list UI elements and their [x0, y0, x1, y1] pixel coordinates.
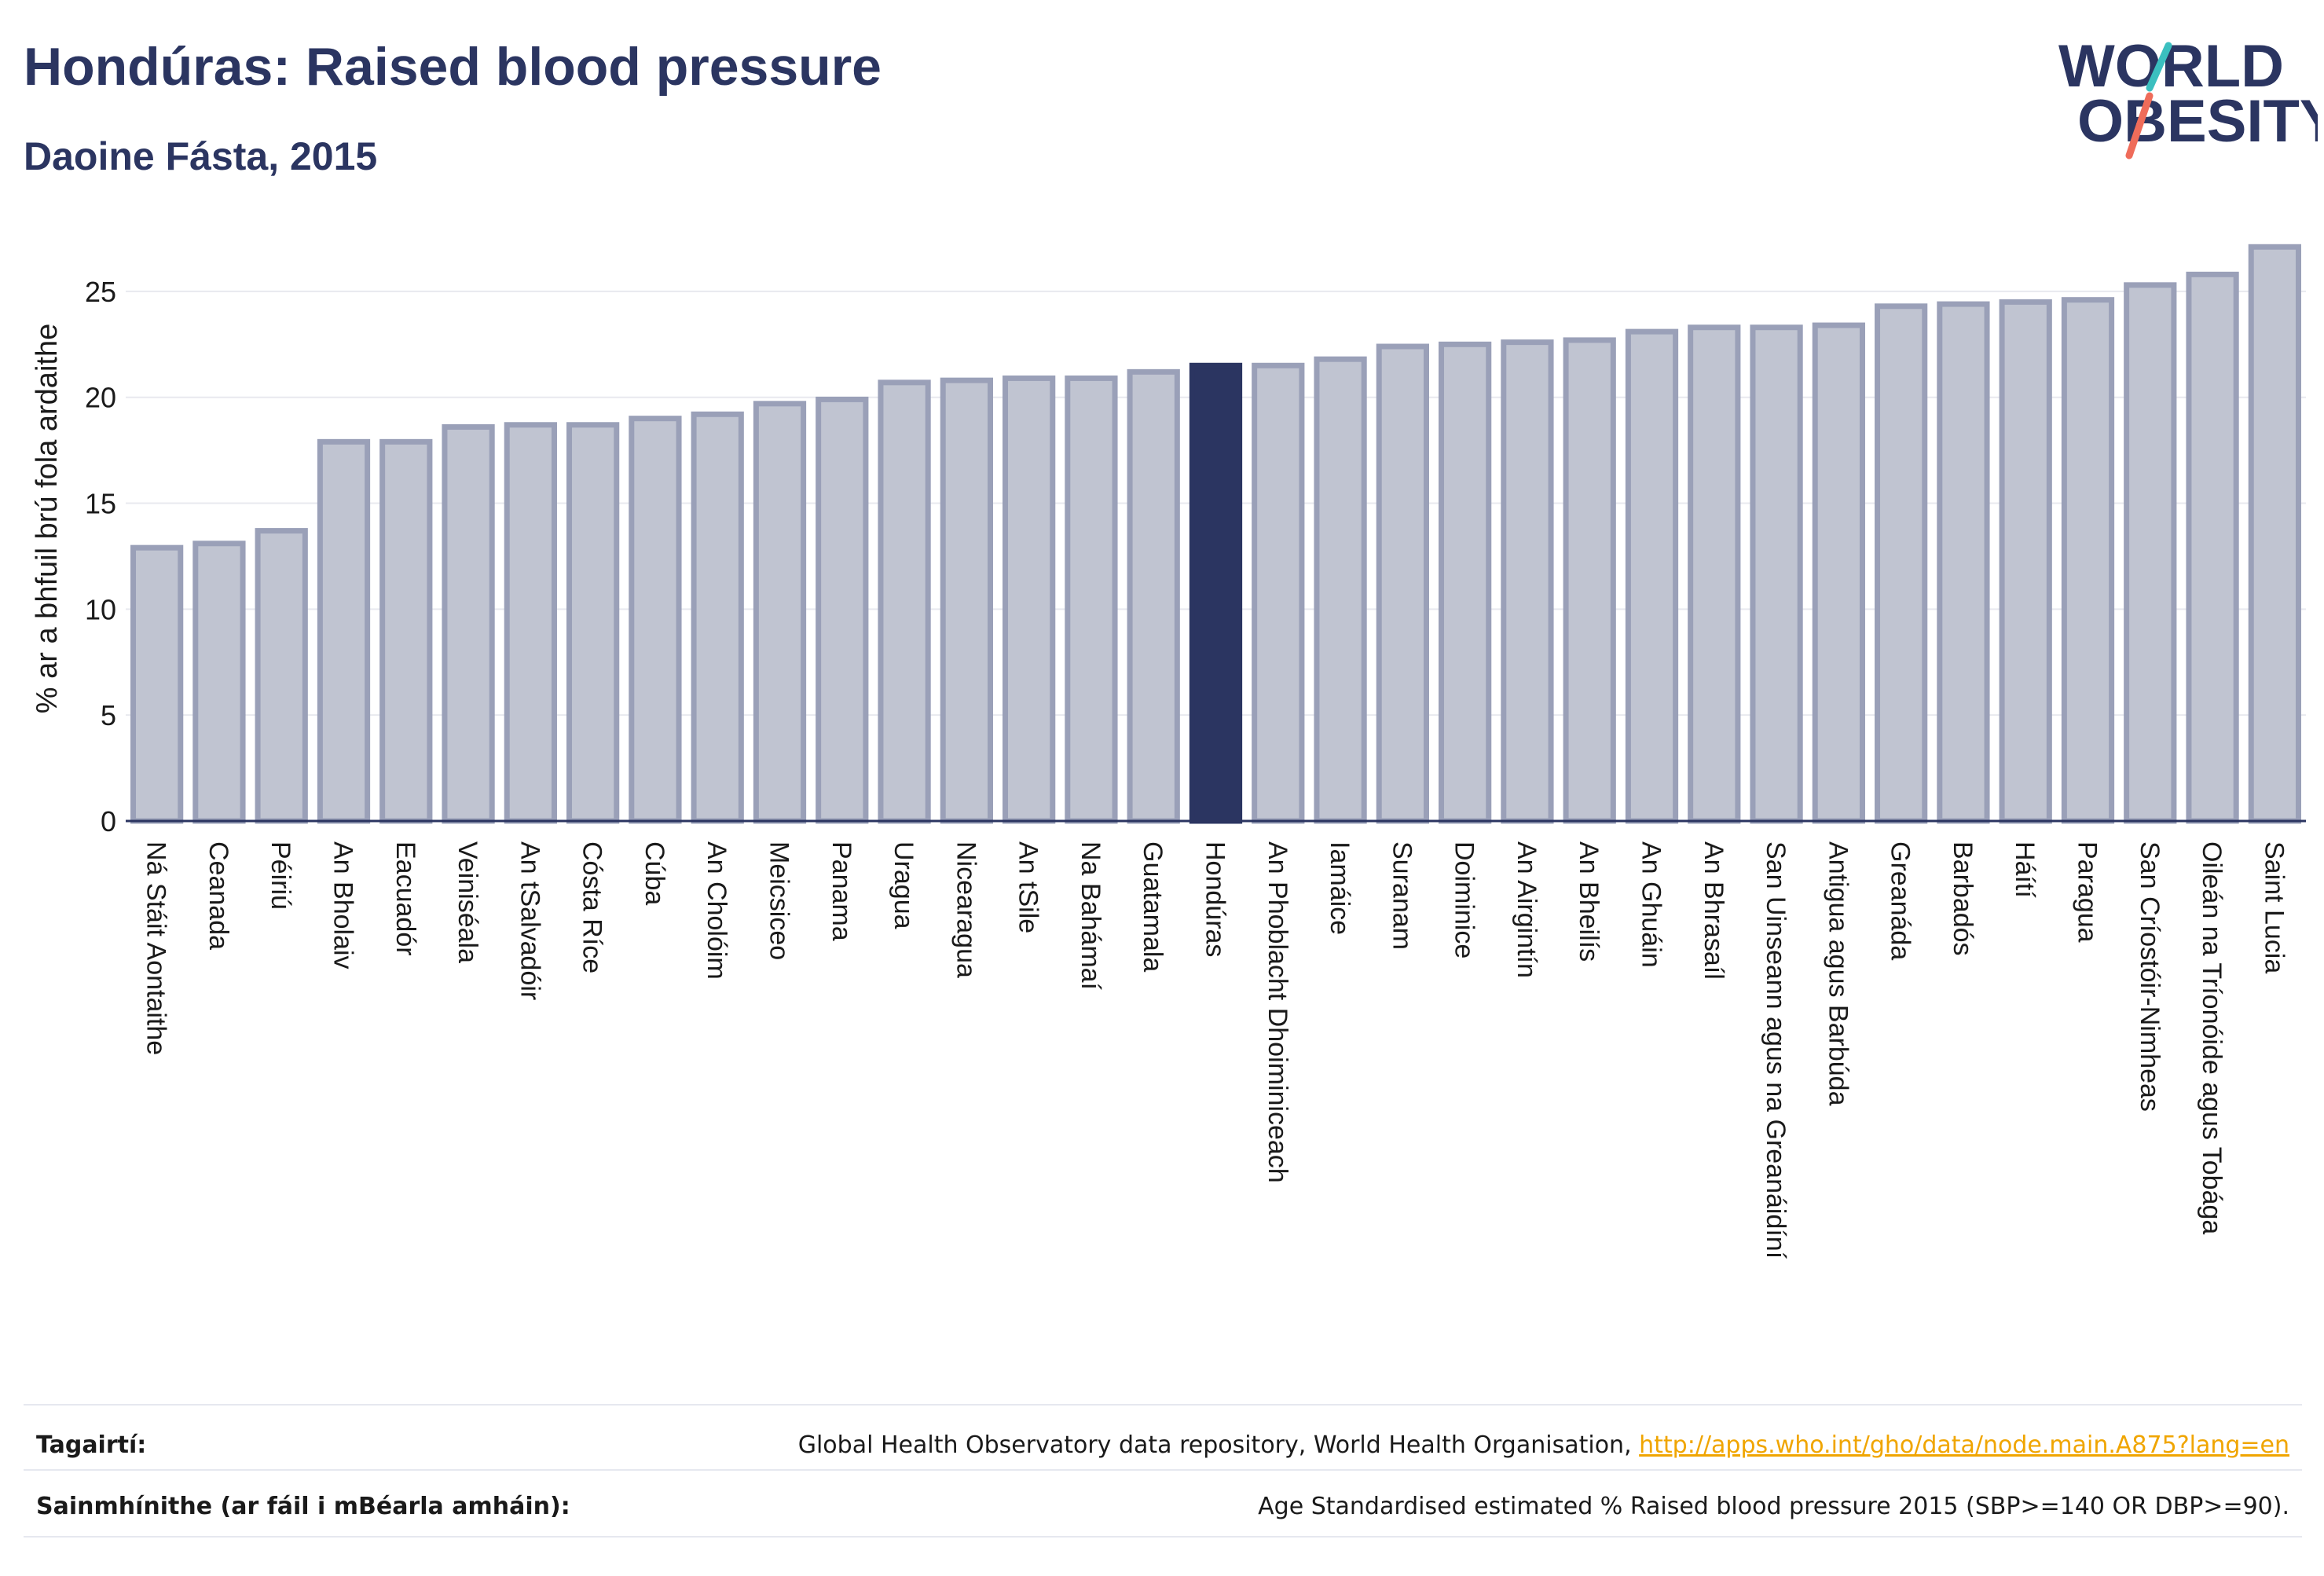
divider-top	[24, 1404, 2302, 1406]
bars	[130, 244, 2301, 824]
x-tick-label: Na Bahámaí	[1076, 841, 1105, 991]
logo-slash-coral	[2125, 92, 2154, 159]
bar	[753, 401, 807, 824]
x-tick-label: Veiniséala	[453, 841, 482, 963]
x-tick-label: Ceanada	[203, 841, 233, 950]
world-obesity-logo: WORLD OBESITY	[2058, 33, 2318, 159]
bar	[1563, 337, 1616, 824]
bar	[816, 396, 869, 824]
references-label: Tagairtí:	[36, 1431, 147, 1459]
bar	[1376, 343, 1429, 824]
bar	[442, 423, 495, 824]
logo-slash-teal	[2146, 42, 2172, 92]
bar	[1065, 375, 1118, 824]
x-tick-label: An Phoblacht Dhoiminiceach	[1263, 841, 1292, 1183]
bar	[1127, 368, 1180, 824]
bar	[2186, 271, 2239, 824]
x-tick-label: Saint Lucia	[2259, 841, 2289, 973]
y-tick-label: 10	[85, 593, 116, 625]
bar	[1439, 341, 1492, 824]
page-title: Hondúras: Raised blood pressure	[24, 37, 882, 97]
bar	[1189, 362, 1243, 824]
x-tick-label: An Bholaiv	[328, 841, 358, 969]
x-tick-label: Greanáda	[1886, 841, 1915, 960]
bar	[878, 379, 931, 824]
bar	[1252, 362, 1305, 824]
bar	[1625, 328, 1679, 824]
bar	[2248, 244, 2301, 824]
bar	[255, 528, 308, 824]
x-tick-label: Doiminice	[1450, 841, 1479, 958]
x-tick-label: An Bheilís	[1574, 841, 1604, 962]
bar	[1999, 299, 2052, 824]
bar-chart: 0 5 10 15 20 25 Ná Stáit Aontaithe Ceanada Péiri…	[31, 244, 2306, 1259]
bar	[1501, 339, 1554, 824]
bar	[379, 438, 433, 824]
divider-middle	[24, 1469, 2302, 1471]
y-tick-label: 25	[85, 276, 116, 308]
x-tick-label: Nicearagua	[951, 841, 981, 978]
tick-labels: 0 5 10 15 20 25 Ná Stáit Aontaithe Ceanada Péiri…	[85, 276, 2289, 1259]
bar	[629, 416, 682, 824]
y-tick-label: 15	[85, 488, 116, 520]
x-tick-label: Suranam	[1387, 841, 1417, 950]
logo-line2: OBESITY	[2077, 88, 2318, 155]
bar	[1750, 324, 1803, 824]
references-value: Global Health Observatory data repositor…	[798, 1431, 2302, 1459]
y-axis-label: % ar a bhfuil brú fola ardaithe	[31, 324, 64, 713]
references-link[interactable]: http://apps.who.int/gho/data/node.main.A…	[1639, 1431, 2289, 1459]
x-tick-label: Háítí	[2010, 841, 2040, 898]
x-tick-label: An Airgintín	[1512, 841, 1541, 978]
bar	[566, 422, 620, 824]
x-tick-label: Barbadós	[1948, 841, 1978, 956]
definitions-label: Sainmhínithe (ar fáil i mBéarla amháin):	[36, 1492, 570, 1520]
y-tick-label: 0	[101, 805, 116, 837]
x-tick-label: Hondúras	[1200, 841, 1230, 957]
x-tick-label: Meicsiceo	[764, 841, 794, 960]
bar	[2061, 297, 2115, 824]
x-tick-label: Péiriú	[266, 841, 295, 910]
x-tick-label: San Críostóir-Nimheas	[2135, 841, 2165, 1112]
bar	[940, 377, 993, 824]
x-tick-label: Iamáice	[1325, 841, 1354, 935]
page-subtitle: Daoine Fásta, 2015	[24, 134, 378, 178]
x-tick-label: Paragua	[2073, 841, 2102, 943]
x-tick-label: Cúba	[640, 841, 669, 905]
bar	[1812, 322, 1865, 824]
x-tick-label: Cósta Ríce	[577, 841, 607, 973]
bar	[2124, 282, 2177, 824]
y-tick-label: 5	[101, 699, 116, 731]
x-tick-label: Guatamala	[1138, 841, 1167, 972]
x-tick-label: San Uinseann agus na Greanáidíní	[1761, 841, 1791, 1259]
bar	[130, 544, 184, 824]
bar	[192, 541, 246, 824]
x-tick-label: Ná Stáit Aontaithe	[141, 841, 171, 1055]
bar	[1937, 301, 1990, 824]
x-tick-label: Antigua agus Barbúda	[1823, 841, 1853, 1106]
bar	[317, 438, 371, 824]
bar	[1688, 324, 1741, 824]
x-tick-label: Oileán na Tríonóide agus Tobága	[2197, 841, 2227, 1234]
x-tick-label: An Ghuáin	[1637, 841, 1666, 968]
references-row: Tagairtí: Global Health Observatory data…	[24, 1414, 2302, 1475]
bar	[504, 422, 557, 824]
bar	[691, 411, 744, 824]
x-tick-label: An Bhrasaíl	[1699, 841, 1728, 980]
x-tick-label: Panama	[827, 841, 856, 941]
divider-bottom	[24, 1536, 2302, 1538]
x-tick-label: An Cholóim	[702, 841, 731, 980]
references-text: Global Health Observatory data repositor…	[797, 1431, 1640, 1459]
x-tick-label: Eacuadór	[390, 841, 420, 956]
x-tick-label: An tSile	[1014, 841, 1043, 933]
y-tick-label: 20	[85, 382, 116, 414]
bar	[1875, 303, 1928, 824]
x-tick-label: An tSalvadóir	[515, 841, 544, 1000]
bar	[1003, 375, 1056, 824]
definitions-text: Age Standardised estimated % Raised bloo…	[1258, 1492, 2289, 1520]
x-tick-label: Uragua	[889, 841, 918, 929]
bar	[1314, 356, 1367, 824]
definitions-row: Sainmhínithe (ar fáil i mBéarla amháin):…	[24, 1475, 2302, 1537]
